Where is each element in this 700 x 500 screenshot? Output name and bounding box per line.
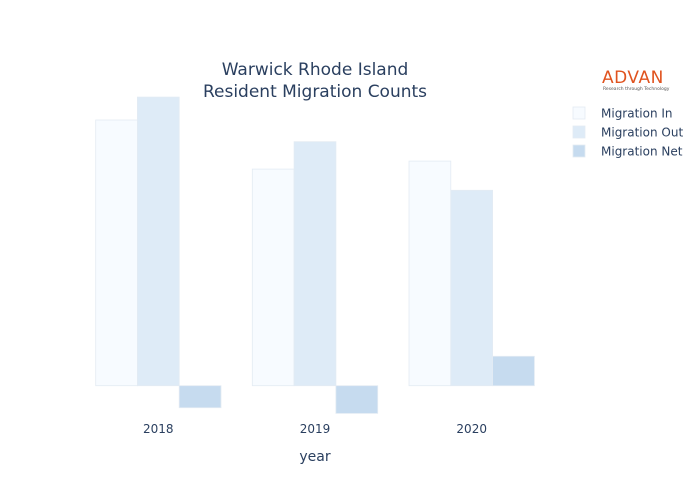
bar-migration-out-2019[interactable] [293,141,337,387]
bars-layer [95,96,535,414]
bar-migration-out-2020[interactable] [450,189,493,387]
bar-migration-net-2019[interactable] [335,385,379,414]
chart-title-line-2: Resident Migration Counts [203,82,427,102]
bar-migration-in-2018[interactable] [95,119,138,387]
bar-migration-in-2020[interactable] [408,160,452,387]
legend-item-migration-in[interactable]: Migration In [572,106,673,121]
chart-title-line-1: Warwick Rhode Island [222,60,409,80]
x-tick-labels: 2018 2019 2020 [143,422,487,436]
logo-name: ADVAN [602,68,664,88]
advan-logo: ADVAN Research through Technology [602,68,670,92]
legend: Migration In Migration Out Migration Net [572,106,683,159]
legend-label: Migration Net [601,145,683,159]
x-tick-label: 2020 [456,422,487,436]
legend-swatch [572,106,586,120]
bar-migration-net-2020[interactable] [492,355,535,387]
bar-migration-out-2018[interactable] [136,96,180,387]
x-tick-label: 2019 [300,422,331,436]
x-tick-label: 2018 [143,422,174,436]
bar-migration-net-2018[interactable] [178,385,222,409]
legend-swatch [572,125,586,139]
legend-item-migration-net[interactable]: Migration Net [572,144,683,159]
logo-tagline: Research through Technology [603,86,670,92]
legend-item-migration-out[interactable]: Migration Out [572,125,683,140]
legend-label: Migration Out [601,126,683,140]
legend-swatch [572,144,586,158]
legend-label: Migration In [601,107,673,121]
bar-migration-in-2019[interactable] [251,168,295,387]
x-axis-title: year [299,449,330,465]
